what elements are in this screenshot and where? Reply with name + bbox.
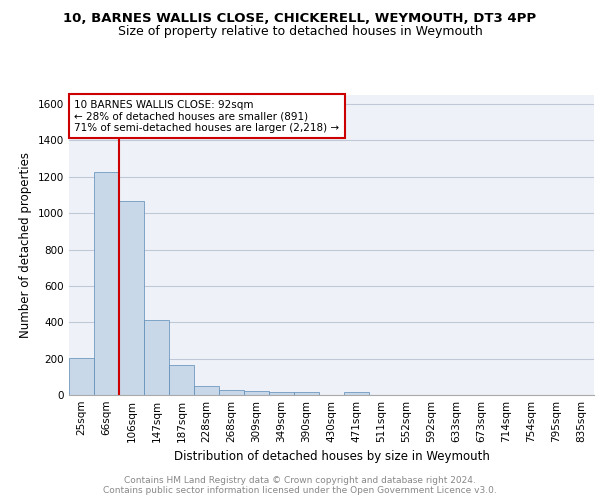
Bar <box>219 390 244 395</box>
Bar <box>119 202 144 395</box>
Bar <box>344 392 369 395</box>
Bar <box>294 392 319 395</box>
X-axis label: Distribution of detached houses by size in Weymouth: Distribution of detached houses by size … <box>173 450 490 464</box>
Bar <box>144 320 169 395</box>
Bar <box>94 172 119 395</box>
Bar <box>269 392 294 395</box>
Text: 10, BARNES WALLIS CLOSE, CHICKERELL, WEYMOUTH, DT3 4PP: 10, BARNES WALLIS CLOSE, CHICKERELL, WEY… <box>64 12 536 26</box>
Bar <box>244 391 269 395</box>
Text: Size of property relative to detached houses in Weymouth: Size of property relative to detached ho… <box>118 25 482 38</box>
Y-axis label: Number of detached properties: Number of detached properties <box>19 152 32 338</box>
Bar <box>69 358 94 395</box>
Bar <box>169 366 194 395</box>
Text: Contains HM Land Registry data © Crown copyright and database right 2024.
Contai: Contains HM Land Registry data © Crown c… <box>103 476 497 495</box>
Text: 10 BARNES WALLIS CLOSE: 92sqm
← 28% of detached houses are smaller (891)
71% of : 10 BARNES WALLIS CLOSE: 92sqm ← 28% of d… <box>74 100 340 132</box>
Bar <box>194 386 219 395</box>
